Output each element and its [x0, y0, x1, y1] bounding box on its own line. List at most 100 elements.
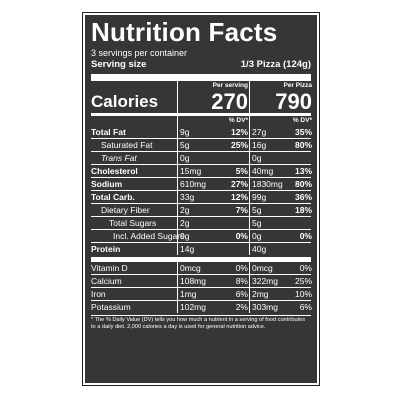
amount-per-serving: 102mg [177, 301, 215, 313]
dv-per-pizza [285, 217, 313, 229]
nutrient-label: Saturated Fat [101, 140, 153, 150]
dv-per-serving: 7% [235, 205, 248, 215]
nutrient-row: Vitamin D 0mcg 0% 0mcg 0% [91, 262, 312, 274]
label-title: Nutrition Facts [91, 17, 278, 47]
amount-per-serving: 9g [177, 126, 215, 138]
calories-per-pizza: 790 [249, 91, 313, 113]
amount-per-serving: 2g [177, 204, 215, 216]
dv-header-serving: % DV* [177, 116, 249, 126]
vitamin-minerals: Vitamin D 0mcg 0% 0mcg 0% Calcium 108mg 8% 322mg… [91, 262, 312, 313]
amount-per-pizza: 16g [249, 139, 285, 151]
amount-per-pizza: 1830mg [249, 178, 285, 190]
nutrient-row: Sodium 610mg 27% 1830mg 80% [91, 177, 312, 190]
nutrient-label: Potassium [91, 302, 131, 312]
dv-per-pizza: 18% [294, 205, 312, 215]
nutrient-label: Total Sugars [109, 218, 157, 228]
thick-divider [91, 74, 311, 81]
medium-divider [91, 113, 311, 116]
serving-size-row: Serving size 1/3 Pizza (124g) [91, 59, 311, 71]
amount-per-serving: 33g [177, 191, 215, 203]
dv-per-pizza [285, 243, 313, 255]
nutrient-label: Incl. Added Sugars [113, 231, 185, 241]
dv-per-pizza [285, 152, 313, 164]
nutrient-row: Trans Fat 0g 0g [91, 151, 311, 164]
nutrition-facts-label: Nutrition Facts 3 servings per container… [82, 12, 320, 386]
amount-per-pizza: 99g [249, 191, 285, 203]
amount-per-serving: 610mg [177, 178, 215, 190]
dv-header-pizza: % DV* [249, 116, 313, 126]
dv-per-serving: 27% [230, 179, 248, 189]
nutrient-row: Dietary Fiber 2g 7% 5g 18% [91, 203, 312, 216]
dv-per-serving: 12% [230, 127, 248, 137]
dv-per-serving: 8% [235, 276, 248, 286]
amount-per-serving: 0g [177, 152, 215, 164]
amount-per-pizza: 40mg [249, 165, 285, 177]
serving-size-label: Serving size [91, 59, 147, 70]
nutrient-label: Vitamin D [91, 263, 128, 273]
nutrient-row: Saturated Fat 5g 25% 16g 80% [91, 138, 312, 151]
dv-per-serving: 6% [235, 289, 248, 299]
dv-per-serving: 0% [235, 263, 248, 273]
amount-per-pizza: 322mg [249, 275, 285, 287]
nutrient-label: Trans Fat [101, 153, 137, 163]
dv-per-pizza: 0% [299, 231, 312, 241]
amount-per-serving: 5g [177, 139, 215, 151]
dv-per-serving: 5% [235, 166, 248, 176]
amount-per-pizza: 303mg [249, 301, 285, 313]
amount-per-pizza: 0g [249, 152, 285, 164]
amount-per-serving: 2g [177, 217, 215, 229]
dv-per-pizza: 0% [299, 263, 312, 273]
daily-value-header-row: % DV* % DV* [91, 116, 313, 126]
dv-per-serving [215, 243, 249, 255]
thick-divider [91, 257, 311, 262]
nutrient-row: Iron 1mg 6% 2mg 10% [91, 287, 312, 300]
amount-per-pizza: 5g [249, 204, 285, 216]
nutrient-label: Calcium [91, 276, 122, 286]
calories-label: Calories [91, 92, 159, 111]
nutrient-label: Protein [91, 244, 121, 254]
amount-per-serving: 15mg [177, 165, 215, 177]
amount-per-serving: 0g [177, 230, 215, 242]
amount-per-pizza: 40g [249, 243, 285, 255]
amount-per-serving: 0mcg [177, 262, 215, 274]
amount-per-pizza: 27g [249, 126, 285, 138]
nutrient-row: Calcium 108mg 8% 322mg 25% [91, 274, 312, 287]
servings-per-container: 3 servings per container [91, 48, 188, 58]
nutrient-label: Iron [91, 289, 106, 299]
dv-per-serving: 0% [235, 231, 248, 241]
nutrient-label: Total Carb. [91, 192, 135, 202]
per-serving-header: Per serving [177, 81, 249, 91]
dv-per-serving: 12% [230, 192, 248, 202]
amount-per-pizza: 5g [249, 217, 285, 229]
dv-per-pizza: 13% [294, 166, 312, 176]
dv-per-pizza: 36% [294, 192, 312, 202]
amount-per-pizza: 0g [249, 230, 285, 242]
amount-per-serving: 14g [177, 243, 215, 255]
nutrient-label: Total Fat [91, 127, 126, 137]
nutrient-row: Total Carb. 33g 12% 99g 36% [91, 190, 312, 203]
per-pizza-header: Per Pizza [249, 81, 313, 91]
dv-per-pizza: 25% [294, 276, 312, 286]
amount-per-pizza: 0mcg [249, 262, 285, 274]
nutrient-row: Total Sugars 2g 5g [91, 216, 311, 229]
dv-per-pizza: 6% [299, 302, 312, 312]
serving-size-value: 1/3 Pizza (124g) [240, 59, 311, 70]
nutrient-row: Incl. Added Sugars 0g 0% 0g 0% [91, 229, 312, 242]
nutrient-label: Sodium [91, 179, 123, 189]
amount-per-serving: 1mg [177, 288, 215, 300]
calories-row: Calories 270 790 [91, 91, 313, 113]
nutrient-label: Dietary Fiber [101, 205, 150, 215]
dv-per-serving [215, 152, 249, 164]
dv-per-pizza: 80% [294, 140, 312, 150]
dv-per-serving [215, 217, 249, 229]
amount-per-pizza: 2mg [249, 288, 285, 300]
dv-per-pizza: 35% [294, 127, 312, 137]
nutrient-row: Total Fat 9g 12% 27g 35% [91, 126, 312, 138]
footnote: * The % Daily Value (DV) tells you how m… [91, 315, 311, 331]
calories-per-serving: 270 [177, 91, 249, 113]
dv-per-pizza: 10% [294, 289, 312, 299]
main-nutrients: Total Fat 9g 12% 27g 35% Saturated Fat 5g 25% 16… [91, 126, 313, 255]
nutrient-row: Cholesterol 15mg 5% 40mg 13% [91, 164, 312, 177]
column-header-row: Per serving Per Pizza [91, 81, 313, 91]
nutrient-label: Cholesterol [91, 166, 138, 176]
